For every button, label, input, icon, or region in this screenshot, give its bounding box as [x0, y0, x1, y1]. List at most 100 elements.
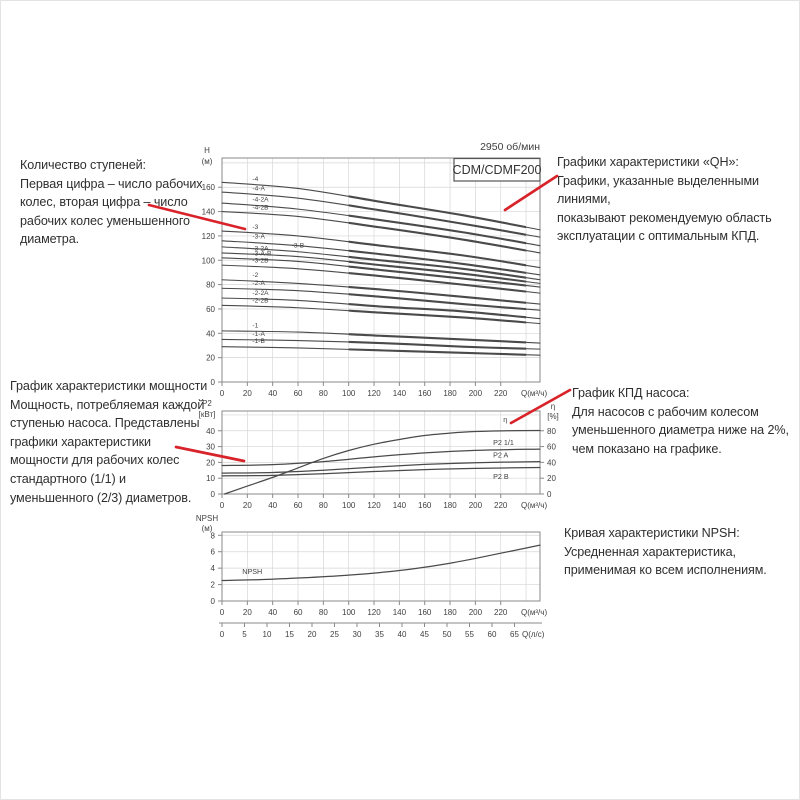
qh-chart-y-tick: 100 — [202, 256, 216, 265]
curve--1 — [221, 330, 541, 344]
curve-label--2-2A: -2-2A — [252, 290, 269, 297]
curve--1-B — [221, 346, 541, 356]
p2-chart-x-tick: 200 — [469, 501, 483, 510]
lps-tick: 55 — [465, 630, 474, 639]
npsh-chart: 0 20 40 60 80 100 120 140 160 180 200 220 Q(м³/ч) 0 2 4… — [196, 514, 548, 617]
lps-tick: 65 — [510, 630, 519, 639]
curve-label--2-A: -2-A — [252, 280, 265, 287]
qh-chart-y-tick: 60 — [206, 305, 215, 314]
curve--4-2B-bold — [348, 221, 527, 252]
qh-chart-y-tick: 20 — [206, 354, 215, 363]
qh-chart-x-tick: 100 — [342, 389, 356, 398]
p2-chart-y2-axis-title: [%] — [547, 412, 559, 421]
curve-label--3: -3 — [252, 224, 258, 231]
curve--2 — [221, 279, 541, 305]
curve--4-A-bold — [348, 204, 527, 236]
npsh-chart-x-tick: 120 — [367, 608, 381, 617]
p2-chart-frame — [221, 410, 541, 495]
curve--2-A — [221, 287, 541, 311]
p2-chart-x-tick: 120 — [367, 501, 381, 510]
curve--3-A-B-bold — [348, 265, 527, 287]
lps-tick: 15 — [285, 630, 294, 639]
p2-chart-x-tick: 160 — [418, 501, 432, 510]
npsh-chart-y-axis-title: (м) — [202, 524, 213, 533]
qh-chart-x-tick: 160 — [418, 389, 432, 398]
npsh-chart-x-tick: 160 — [418, 608, 432, 617]
curve--4-2B — [221, 211, 541, 254]
curve--2-bold — [348, 285, 527, 304]
p2-chart-x-axis-label: Q(м³/ч) — [521, 501, 547, 510]
qh-chart-x-tick: 20 — [243, 389, 252, 398]
npsh-chart-y-tick: 6 — [211, 548, 216, 557]
curve-NPSH — [221, 544, 541, 582]
lps-axis-label: Q(л/с) — [522, 630, 545, 639]
npsh-chart-y-axis-title: NPSH — [196, 514, 218, 523]
curve-label--3-2B: -3-2B — [252, 258, 269, 265]
lps-tick: 35 — [375, 630, 384, 639]
qh-chart-x-tick: 180 — [443, 389, 457, 398]
curve--2-2A — [221, 297, 541, 320]
npsh-chart-x-tick: 100 — [342, 608, 356, 617]
curve--3-B — [221, 246, 541, 281]
lps-axis: 0 5 10 15 20 25 30 35 40 45 50 55 60 65 Q(л/с) — [219, 622, 545, 639]
curve--2-2A-bold — [348, 303, 527, 319]
p2-chart-x-tick: 80 — [319, 501, 328, 510]
qh-chart: 0 20 40 60 80 100 120 140 160 180 200 220 Q(м³/ч)020… — [202, 141, 548, 398]
curve--3-A-B — [221, 257, 541, 288]
npsh-chart-x-tick: 200 — [469, 608, 483, 617]
curve--3-bold — [348, 240, 527, 267]
arrow-qhnote-to-curve — [503, 174, 559, 212]
curve-label--3-A-B: -3-A-B — [252, 250, 272, 257]
lps-tick: 30 — [353, 630, 362, 639]
p2-chart-y2-tick: 20 — [547, 474, 556, 483]
npsh-chart-x-tick: 180 — [443, 608, 457, 617]
curve-label--3-2A: -3-2A — [252, 245, 269, 252]
p2-chart-x-tick: 0 — [220, 501, 225, 510]
curve--3-2A-bold — [348, 260, 527, 283]
qh-chart-y-axis-title: H — [204, 146, 210, 155]
p2-chart-y2-axis-title: η — [551, 402, 555, 411]
lps-tick: 20 — [308, 630, 317, 639]
curve-label--3-A: -3-A — [252, 234, 265, 241]
lps-tick: 40 — [398, 630, 407, 639]
lps-tick: 45 — [420, 630, 429, 639]
npsh-chart-x-tick: 20 — [243, 608, 252, 617]
curve-label-P2 1/1: P2 1/1 — [493, 438, 514, 447]
curve--3-2A — [221, 252, 541, 284]
lps-tick: 5 — [242, 630, 247, 639]
curve-P2 A — [221, 460, 541, 474]
p2-chart-x-tick: 220 — [494, 501, 508, 510]
curve--3-A-bold — [348, 249, 527, 274]
curve--3-2B — [221, 264, 541, 294]
curve-label--1-B: -1-B — [252, 338, 265, 345]
npsh-chart-y-tick: 4 — [211, 564, 216, 573]
qh-chart-x-tick: 40 — [268, 389, 277, 398]
curve-P2 1/1 — [221, 448, 541, 467]
curve-P2 B — [221, 466, 541, 477]
curve--2-2B — [221, 304, 541, 325]
curve--3-2B-bold — [348, 271, 527, 293]
npsh-chart-y-tick: 0 — [211, 597, 216, 606]
rpm-label: 2950 об/мин — [480, 141, 540, 153]
p2-chart-y2-tick: 80 — [547, 427, 556, 436]
lps-tick: 50 — [443, 630, 452, 639]
model-label: CDM/CDMF200 — [453, 163, 542, 177]
p2-chart-x-tick: 20 — [243, 501, 252, 510]
qh-chart-y-tick: 80 — [206, 281, 215, 290]
npsh-chart-x-tick: 40 — [268, 608, 277, 617]
p2-chart-x-tick: 180 — [443, 501, 457, 510]
p2-chart: 0 20 40 60 80 100 120 140 160 180 200 220 Q(м³/ч)010… — [199, 399, 559, 510]
p2-chart-y2-tick: 0 — [547, 490, 552, 499]
curve--4-2A-bold — [348, 214, 527, 245]
qh-chart-y-tick: 40 — [206, 329, 215, 338]
annotation-qh-curves: Графики характеристики «QH»: Графики, ук… — [557, 155, 772, 244]
p2-chart-x-tick: 140 — [393, 501, 407, 510]
curve-label-η: η — [503, 415, 507, 424]
curve--1-A-bold — [348, 340, 527, 350]
curve--2-2B-bold — [348, 309, 527, 324]
p2-chart-x-tick: 60 — [294, 501, 303, 510]
curve--1-B-bold — [348, 348, 527, 356]
p2-chart-y2-tick: 40 — [547, 458, 556, 467]
arrow-effnote-to-eta — [509, 388, 572, 425]
